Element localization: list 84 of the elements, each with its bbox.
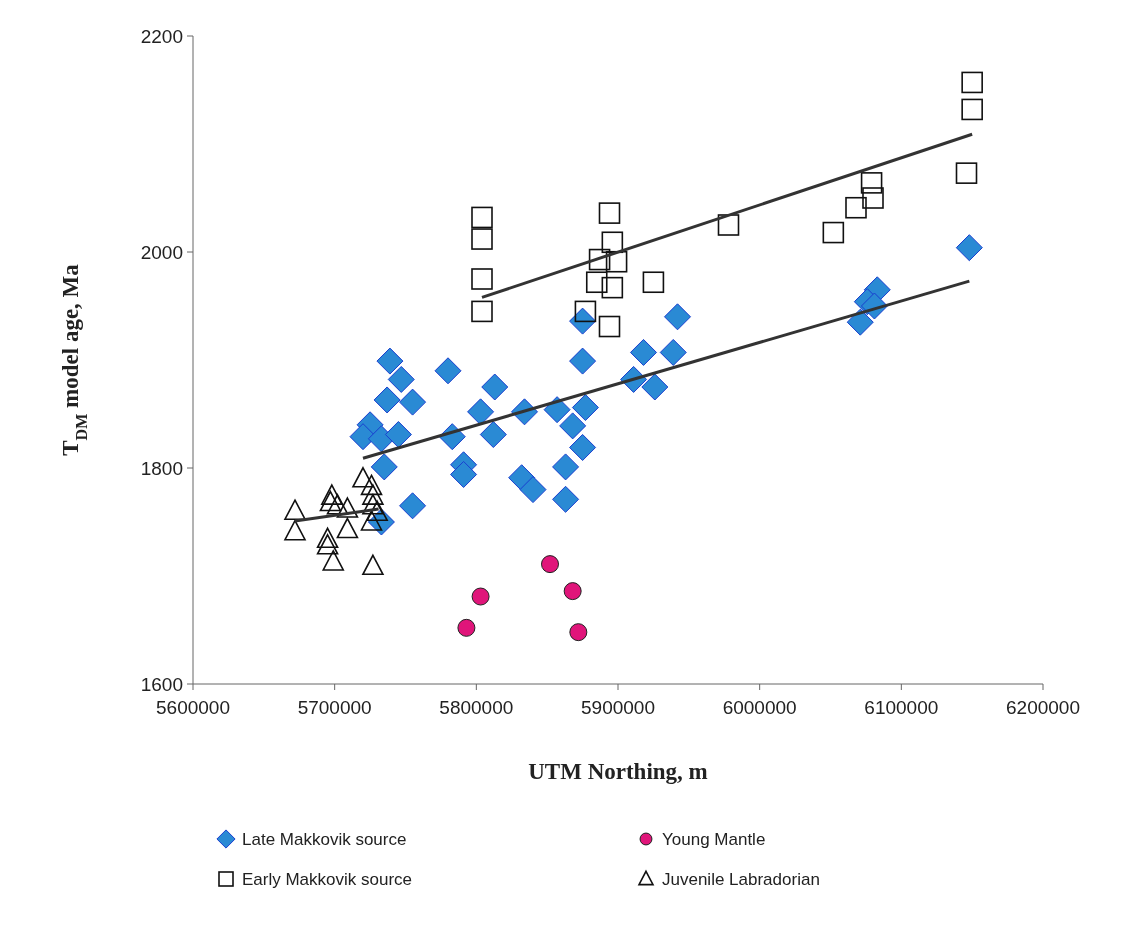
point	[319, 490, 342, 512]
x-tick-label: 6100000	[864, 697, 939, 718]
point	[641, 373, 669, 401]
point	[471, 587, 490, 606]
point	[846, 308, 874, 336]
y-tick-label: 2000	[140, 241, 183, 263]
point	[387, 365, 415, 393]
point	[336, 497, 359, 518]
point	[316, 533, 339, 555]
point	[471, 206, 493, 229]
point	[961, 98, 983, 121]
point	[598, 315, 621, 338]
point	[717, 214, 740, 236]
point	[642, 271, 665, 294]
legend-label: Early Makkovik source	[242, 869, 413, 889]
point	[630, 338, 657, 366]
point	[362, 484, 384, 505]
x-tick-label: 5600000	[156, 697, 230, 718]
point	[352, 467, 374, 488]
point	[822, 221, 845, 244]
x-tick-label: 5800000	[439, 697, 514, 718]
y-tick-label: 2200	[140, 25, 183, 47]
legend-label: Late Makkovik source	[242, 829, 407, 849]
x-tick-label: 6000000	[722, 697, 797, 718]
point	[384, 421, 412, 449]
point	[336, 517, 359, 539]
point	[457, 618, 476, 637]
point	[362, 554, 384, 576]
x-tick-label: 6200000	[1006, 697, 1080, 718]
point	[322, 550, 345, 571]
point	[862, 187, 884, 209]
point	[373, 386, 401, 414]
point	[399, 492, 427, 520]
point	[519, 476, 547, 504]
point	[450, 460, 478, 488]
x-tick-label: 5900000	[581, 697, 655, 718]
point	[571, 394, 599, 422]
point	[569, 307, 597, 335]
point	[316, 527, 339, 549]
point	[961, 71, 983, 94]
point	[552, 485, 580, 513]
point	[471, 268, 493, 290]
point	[434, 357, 462, 385]
point	[845, 196, 867, 219]
point	[376, 347, 404, 375]
point	[569, 347, 597, 375]
point	[367, 425, 395, 453]
point	[471, 228, 493, 250]
point	[362, 494, 384, 515]
point	[664, 303, 691, 331]
point	[605, 250, 628, 273]
y-tick-label: 1600	[140, 673, 183, 695]
point	[284, 499, 306, 520]
legend-label: Juvenile Labradorian	[662, 869, 820, 889]
point	[955, 162, 978, 184]
point	[563, 582, 582, 601]
point	[370, 453, 398, 481]
point	[552, 453, 580, 481]
legend-label: Young Mantle	[662, 829, 766, 849]
point	[569, 623, 588, 642]
point	[541, 555, 559, 574]
point	[321, 484, 343, 505]
point	[601, 276, 624, 299]
point	[659, 338, 687, 366]
point	[479, 421, 507, 449]
point	[588, 248, 611, 271]
point	[326, 494, 349, 515]
point	[360, 474, 383, 496]
point	[543, 396, 571, 424]
point	[399, 388, 427, 416]
point	[467, 398, 495, 426]
point	[471, 300, 493, 323]
point	[598, 202, 621, 224]
x-tick-label: 5700000	[297, 697, 372, 718]
point	[481, 373, 509, 401]
point	[955, 234, 983, 262]
point	[585, 271, 608, 294]
y-tick-label: 1800	[140, 457, 183, 479]
point	[284, 519, 306, 541]
point	[559, 412, 587, 440]
point	[569, 433, 597, 461]
point	[360, 510, 383, 531]
x-axis-title: UTM Northing, m	[528, 759, 708, 784]
point	[860, 172, 883, 194]
